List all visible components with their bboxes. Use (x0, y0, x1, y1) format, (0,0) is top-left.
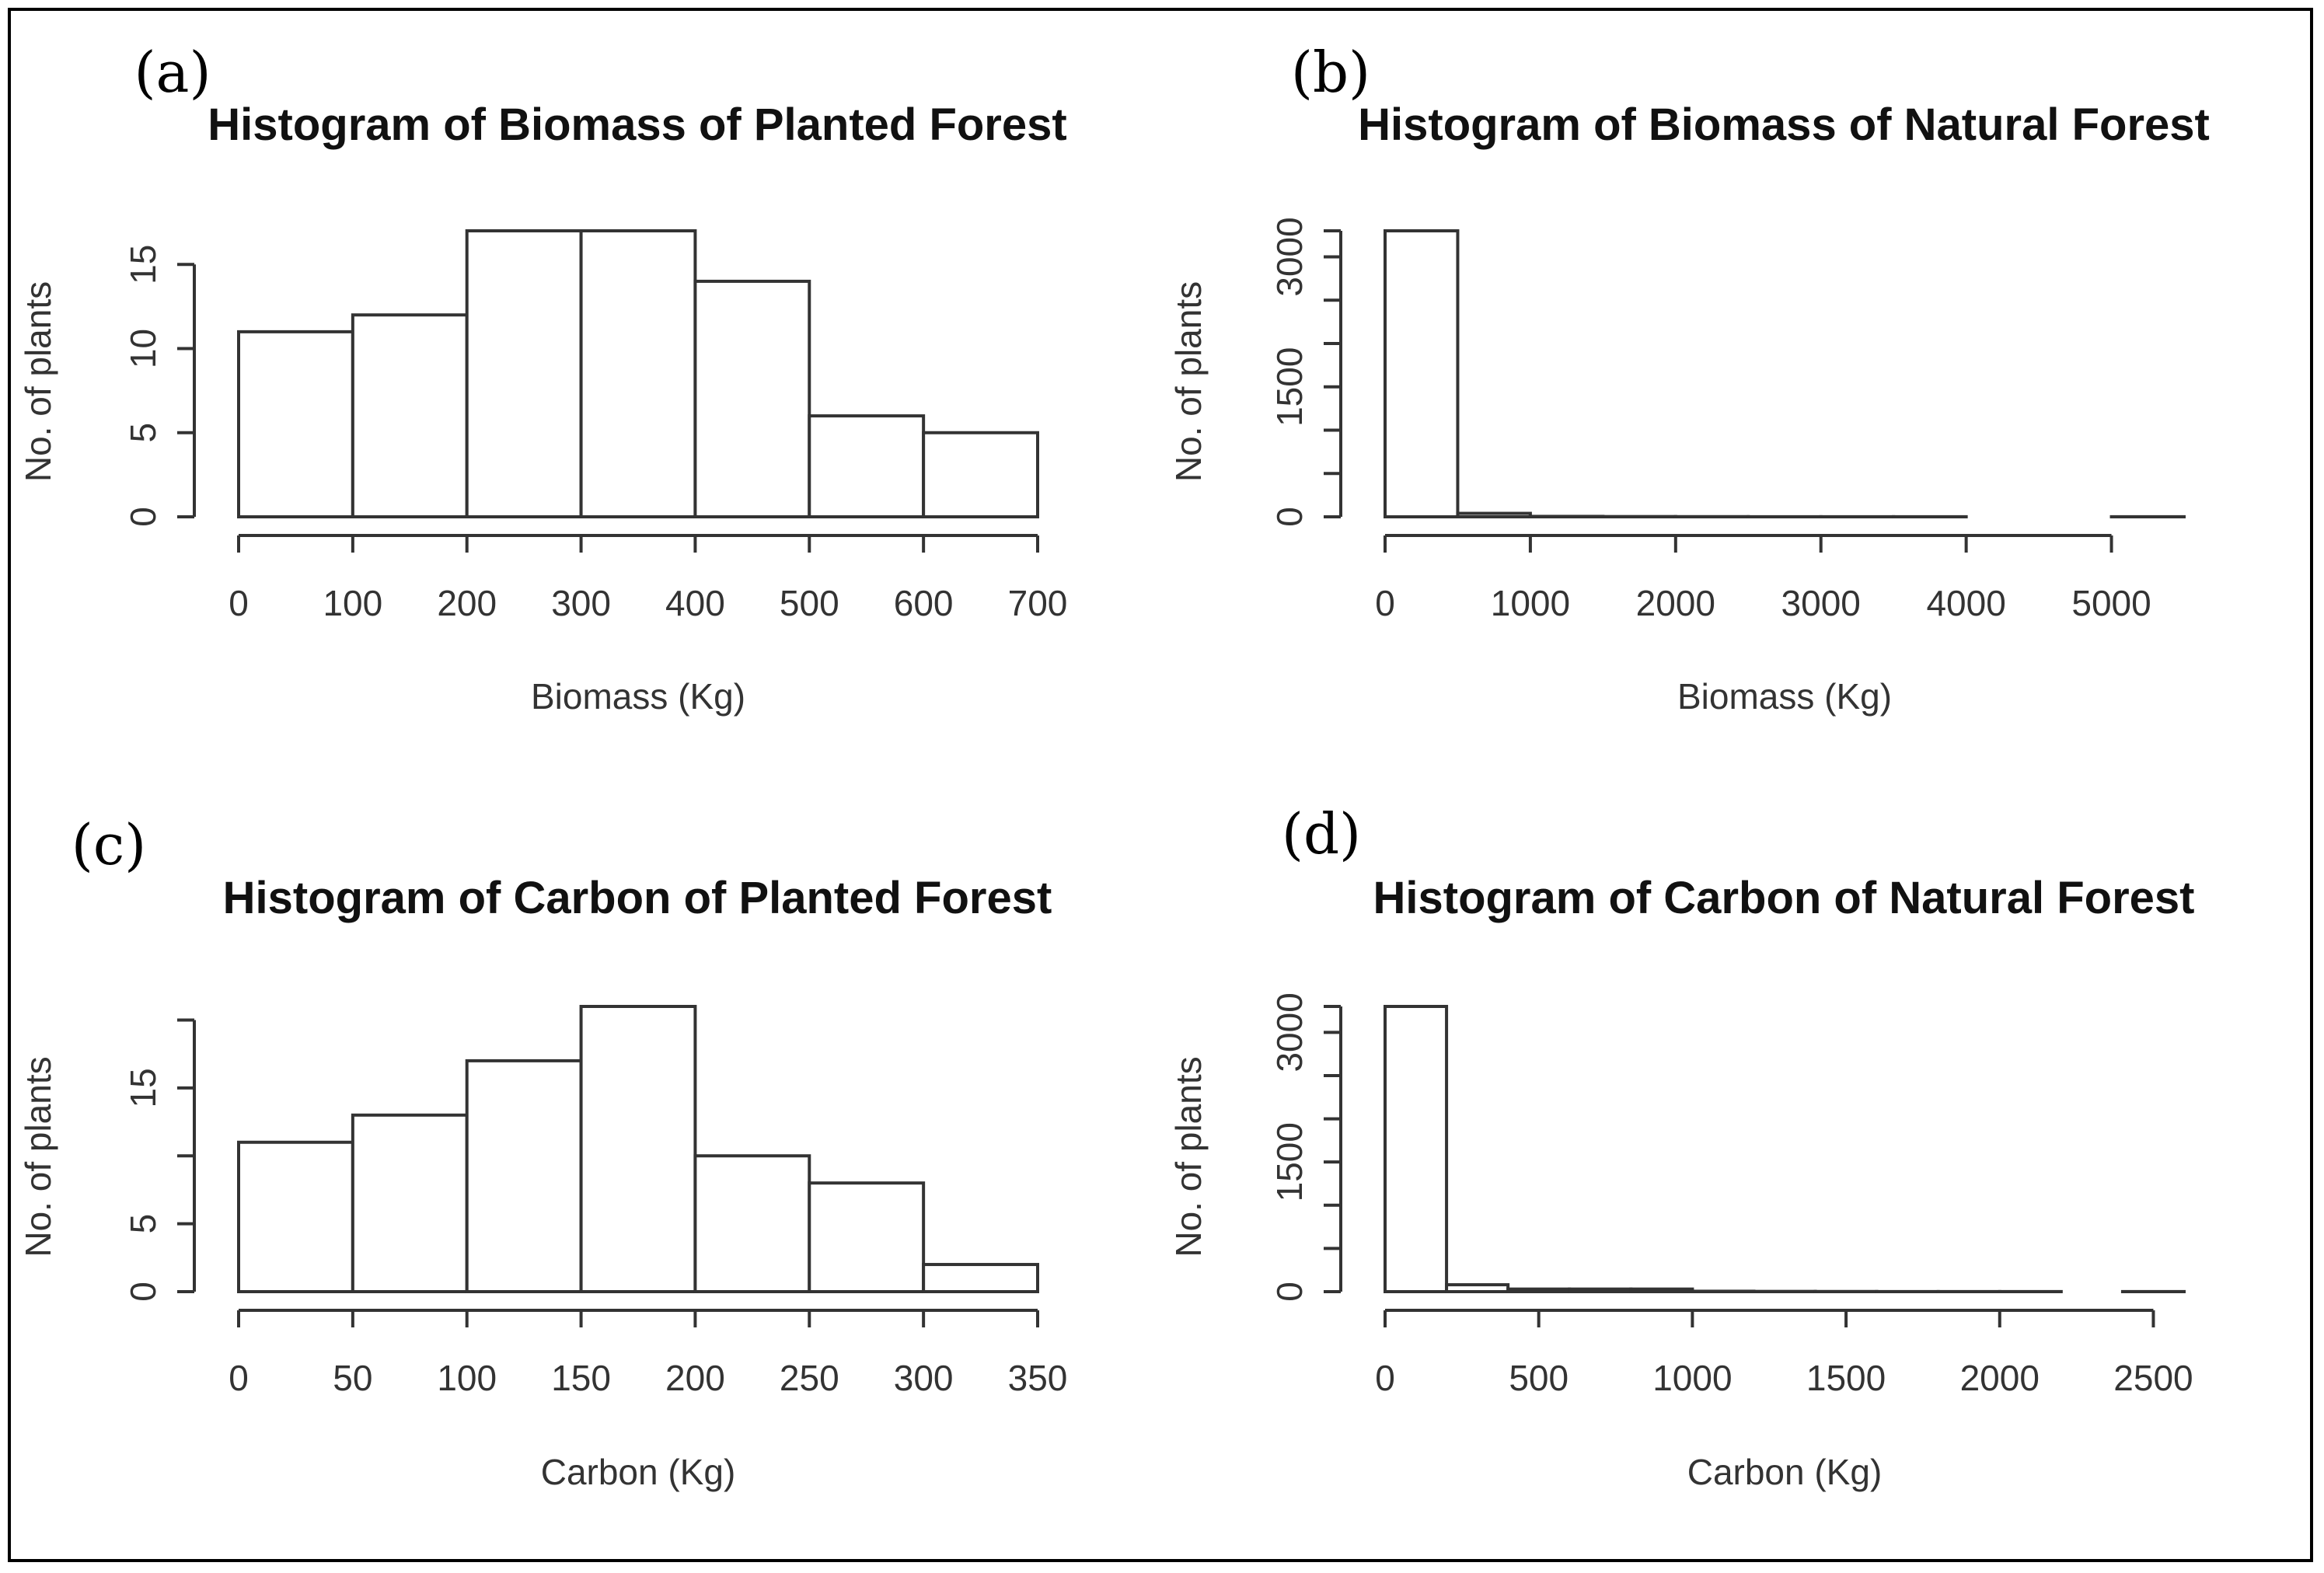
histogram-bar (922, 1263, 1039, 1293)
x-tick-label: 2500 (2113, 1358, 2193, 1398)
chart-title-a: Histogram of Biomass of Planted Forest (208, 99, 1066, 150)
x-tick-label: 5000 (2071, 583, 2151, 623)
x-tick-label: 250 (780, 1358, 839, 1398)
histogram-bar (579, 229, 697, 518)
histogram-bar (1384, 1005, 1449, 1293)
histogram-bar (351, 1113, 469, 1294)
y-axis-label-c: No. of plants (18, 1056, 58, 1257)
y-tick-label: 0 (1269, 507, 1310, 527)
histogram-bar (237, 1140, 354, 1294)
x-tick-label: 200 (665, 1358, 725, 1398)
x-tick-label: 1500 (1806, 1358, 1886, 1398)
chart-title-b: Histogram of Biomass of Natural Forest (1358, 99, 2210, 150)
x-tick-label: 500 (780, 583, 839, 623)
x-tick-label: 600 (894, 583, 954, 623)
y-tick-label: 1500 (1269, 1122, 1310, 1202)
x-tick-label: 300 (894, 1358, 954, 1398)
histogram-panel-d: (d)Histogram of Carbon of Natural Forest… (1168, 801, 2194, 1492)
x-tick-label: 1000 (1491, 583, 1570, 623)
histogram-bar (1506, 1287, 1572, 1294)
y-tick-label: 10 (123, 329, 163, 368)
x-tick-label: 400 (665, 583, 725, 623)
x-tick-label: 100 (437, 1358, 497, 1398)
y-tick-label: 0 (1269, 1282, 1310, 1302)
y-tick-label: 15 (123, 1068, 163, 1107)
y-tick-label: 15 (123, 245, 163, 284)
histogram-bar (1384, 229, 1460, 518)
y-tick-label: 3000 (1269, 992, 1310, 1072)
y-tick-label: 5 (123, 423, 163, 443)
histogram-bar (693, 279, 811, 518)
histogram-panel-b: (b)Histogram of Biomass of Natural Fores… (1168, 40, 2210, 717)
y-axis-label-b: No. of plants (1168, 281, 1209, 482)
x-tick-label: 3000 (1781, 583, 1861, 623)
histogram-bar (465, 229, 583, 518)
figure-frame (8, 8, 2313, 1562)
histogram-bar (237, 330, 354, 518)
histogram-bar (465, 1059, 583, 1294)
x-tick-label: 1000 (1652, 1358, 1732, 1398)
x-tick-label: 300 (551, 583, 611, 623)
histogram-bar (808, 1181, 926, 1293)
x-axis-label-d: Carbon (Kg) (1687, 1452, 1883, 1492)
chart-title-d: Histogram of Carbon of Natural Forest (1373, 873, 2195, 923)
histogram-bar (693, 1154, 811, 1293)
panel-label-c: (c) (72, 812, 147, 877)
histogram-bar (808, 414, 926, 519)
x-tick-label: 350 (1008, 1358, 1068, 1398)
y-tick-label: 1500 (1269, 347, 1310, 427)
x-tick-label: 500 (1509, 1358, 1569, 1398)
panel-label-a: (a) (134, 40, 211, 105)
panel-label-d: (d) (1282, 801, 1361, 867)
x-tick-label: 2000 (1960, 1358, 2040, 1398)
histogram-bar (1528, 514, 1605, 519)
y-axis-label-a: No. of plants (18, 281, 58, 482)
y-tick-label: 0 (123, 1282, 163, 1302)
x-tick-label: 700 (1008, 583, 1068, 623)
x-tick-label: 0 (229, 583, 249, 623)
histogram-bar (1445, 1283, 1510, 1293)
x-axis-label-c: Carbon (Kg) (541, 1452, 736, 1492)
x-axis-label-a: Biomass (Kg) (531, 676, 745, 717)
histogram-bar (922, 431, 1039, 518)
x-tick-label: 200 (437, 583, 497, 623)
histogram-panel-c: (c) Histogram of Carbon of Planted Forest… (18, 812, 1067, 1492)
x-tick-label: 0 (1375, 1358, 1395, 1398)
chart-title-c: Histogram of Carbon of Planted Forest (223, 873, 1052, 923)
x-tick-label: 2000 (1636, 583, 1715, 623)
x-axis-label-b: Biomass (Kg) (1677, 676, 1892, 717)
histogram-bar (1629, 1287, 1694, 1294)
histogram-bar (1568, 1287, 1633, 1294)
histogram-bar (351, 313, 469, 518)
panel-label-b: (b) (1291, 40, 1370, 105)
histogram-bar (1456, 511, 1532, 518)
x-tick-label: 50 (333, 1358, 372, 1398)
y-tick-label: 3000 (1269, 217, 1310, 296)
y-tick-label: 0 (123, 507, 163, 527)
histogram-bar (579, 1005, 697, 1293)
histogram-panel-a: (a)Histogram of Biomass of Planted Fores… (18, 40, 1067, 717)
x-tick-label: 100 (323, 583, 382, 623)
x-tick-label: 4000 (1926, 583, 2005, 623)
x-tick-label: 150 (551, 1358, 611, 1398)
histogram-bar (1691, 1289, 1756, 1294)
y-tick-label: 5 (123, 1214, 163, 1234)
y-axis-label-d: No. of plants (1168, 1056, 1209, 1257)
x-tick-label: 0 (229, 1358, 249, 1398)
x-tick-label: 0 (1375, 583, 1395, 623)
